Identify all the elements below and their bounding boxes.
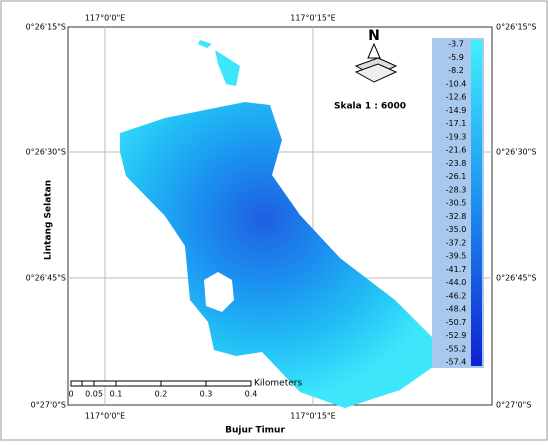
left-label: 0°27'0"S <box>31 401 66 410</box>
scale-label: 0.1 <box>110 390 123 399</box>
scale-label: 0.4 <box>245 390 258 399</box>
top-label: 117°0'0"E <box>85 14 125 23</box>
legend-label: -35.0 <box>446 225 467 234</box>
legend-label: -44.0 <box>446 278 467 287</box>
bottom-label: 117°0'15"E <box>290 412 335 421</box>
scale-label: 0.2 <box>155 390 168 399</box>
left-label: 0°26'45"S <box>26 274 66 283</box>
legend-label: -46.2 <box>446 291 467 300</box>
legend-label: -55.2 <box>446 344 467 353</box>
y-axis-title: Lintang Selatan <box>44 180 54 260</box>
legend-ramp <box>471 40 482 366</box>
scale-unit: Kilometers <box>254 379 302 389</box>
legend-label: -21.6 <box>446 146 467 155</box>
legend-label: -32.8 <box>446 212 467 221</box>
right-label: 0°26'30"S <box>496 148 536 157</box>
right-label: 0°26'15"S <box>496 23 536 32</box>
legend-label: -39.5 <box>446 252 467 261</box>
legend-label: -37.2 <box>446 238 467 247</box>
right-label: 0°26'45"S <box>496 274 536 283</box>
legend-label: -57.4 <box>446 358 467 367</box>
legend-label: -3.7 <box>448 40 464 49</box>
x-axis-title: Bujur Timur <box>225 426 285 436</box>
legend-label: -5.9 <box>448 53 464 62</box>
left-label: 0°26'30"S <box>26 148 66 157</box>
scale-text: Skala 1 : 6000 <box>334 102 406 112</box>
scale-label: 0.05 <box>85 390 103 399</box>
legend-label: -19.3 <box>446 132 467 141</box>
north-label: N <box>368 28 380 44</box>
legend-label: -23.8 <box>446 159 467 168</box>
scale-label: 0.3 <box>200 390 213 399</box>
legend-label: -52.9 <box>446 331 467 340</box>
legend-label: -50.7 <box>446 318 467 327</box>
legend-label: -26.1 <box>446 172 467 181</box>
right-label: 0°27'0"S <box>496 401 531 410</box>
legend-label: -30.5 <box>446 199 467 208</box>
legend-label: -10.4 <box>446 79 467 88</box>
legend-label: -41.7 <box>446 265 467 274</box>
legend-label: -14.9 <box>446 106 467 115</box>
legend-label: -48.4 <box>446 305 467 314</box>
top-label: 117°0'15"E <box>290 14 335 23</box>
bottom-label: 117°0'0"E <box>85 412 125 421</box>
scale-label: 0 <box>68 390 73 399</box>
legend-label: -12.6 <box>446 93 467 102</box>
left-label: 0°26'15"S <box>26 23 66 32</box>
legend-label: -8.2 <box>448 66 464 75</box>
map: N Skala 1 : 6000 -3.7 -5.9 -8.2 -10.4 -12.6 -… <box>0 0 548 441</box>
legend-label: -17.1 <box>446 119 467 128</box>
legend-label: -28.3 <box>446 185 467 194</box>
